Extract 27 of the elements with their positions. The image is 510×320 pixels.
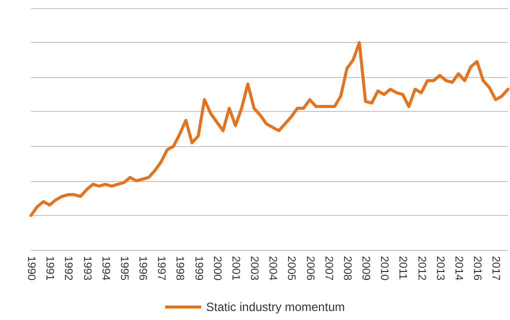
x-tick-label: 2007 xyxy=(322,256,334,280)
x-tick-label: 2011 xyxy=(396,256,409,280)
x-tick-label: 2005 xyxy=(285,256,298,280)
x-tick-label: 2017 xyxy=(490,256,502,280)
x-tick-label: 2001 xyxy=(229,256,242,280)
x-tick-label: 2014 xyxy=(452,256,464,280)
x-tick-label: 1997 xyxy=(155,256,168,280)
x-tick-label: 1993 xyxy=(80,256,93,280)
x-tick-label: 2004 xyxy=(266,256,279,280)
x-tick-label: 2000 xyxy=(210,256,223,280)
x-tick-label: 2009 xyxy=(360,256,372,280)
x-tick-label: 2012 xyxy=(415,256,428,280)
x-tick-label: 1991 xyxy=(44,256,56,280)
x-tick-label: 1994 xyxy=(99,256,112,280)
x-tick-label: 1998 xyxy=(174,256,186,280)
x-tick-label: 1996 xyxy=(136,256,149,280)
x-tick-label: 1992 xyxy=(62,256,74,280)
x-tick-label: 2016 xyxy=(471,256,484,280)
x-tick-label: 1995 xyxy=(118,256,130,280)
x-tick-label: 2003 xyxy=(248,256,260,280)
x-tick-label: 2006 xyxy=(304,256,316,280)
x-tick-label: 1999 xyxy=(192,256,204,280)
x-tick-label: 1990 xyxy=(25,256,37,280)
legend-label: Static industry momentum xyxy=(206,300,345,314)
x-tick-label: 2010 xyxy=(378,256,390,280)
x-tick-label: 2008 xyxy=(340,256,353,280)
x-tick-label: 2013 xyxy=(434,256,446,280)
